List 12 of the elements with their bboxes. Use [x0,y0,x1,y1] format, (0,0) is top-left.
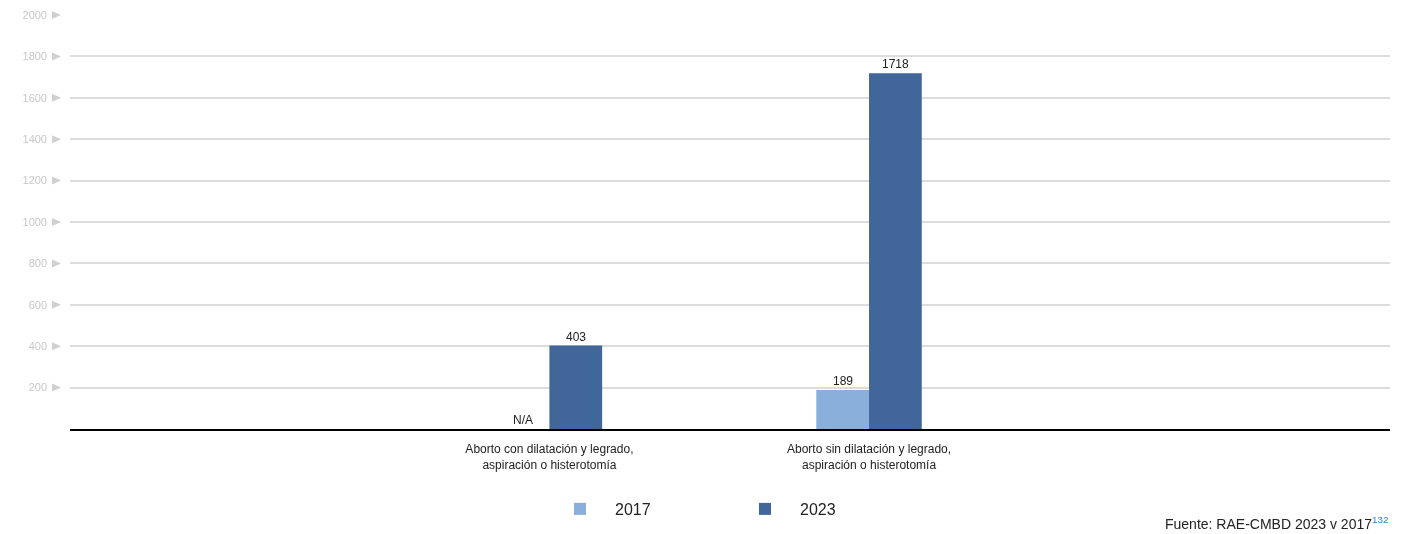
data-label: 403 [566,330,587,344]
data-label: 1718 [882,57,910,71]
text: N/A [513,413,534,427]
source-note: Fuente: RAE-CMBD 2023 v 2017$^{132}$ [1165,514,1389,532]
bar [549,345,603,429]
data-label: 189 [833,374,854,388]
legend-label: 2023 [800,501,836,519]
x-tick-label: Aborto sin dilatación y legrado, aspiración o histerotomía [786,442,952,472]
x-tick-label: Aborto con dilatación y legrado, aspiración o histerotomía [465,442,634,472]
legend-label: 2017 [615,501,651,519]
bar [869,73,922,429]
bar [816,389,870,429]
